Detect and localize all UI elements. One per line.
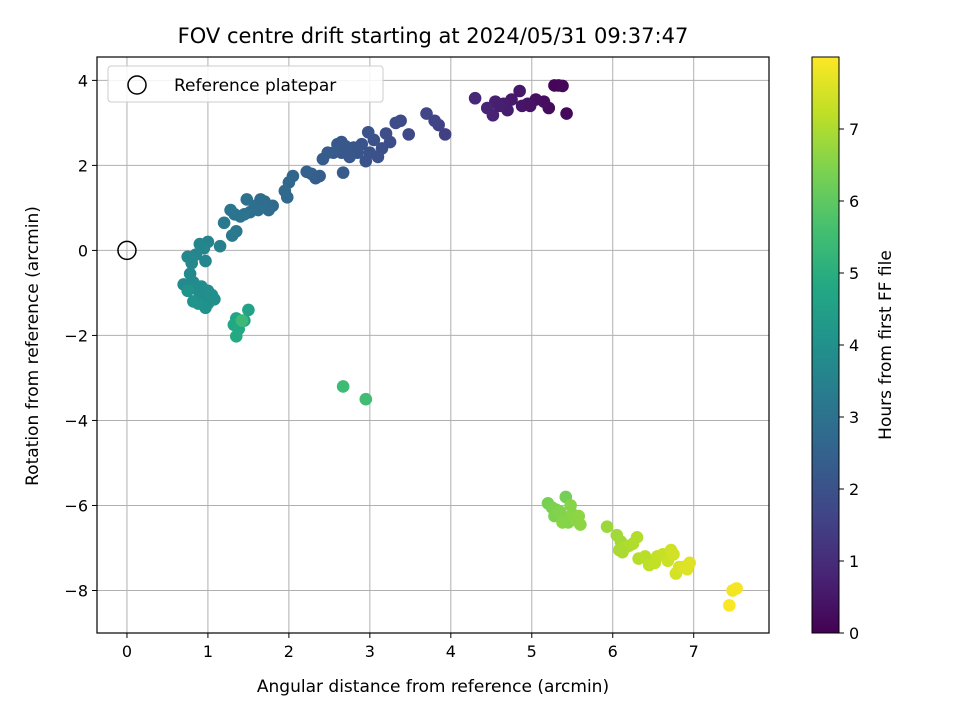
data-point xyxy=(199,254,212,268)
data-point xyxy=(316,152,330,166)
data-point xyxy=(361,125,375,139)
data-point xyxy=(493,99,506,113)
data-points xyxy=(177,79,743,612)
colorbar-tick-label: 4 xyxy=(849,336,859,355)
legend-box xyxy=(107,65,384,103)
data-point xyxy=(560,107,573,120)
colorbar-label: Hours from first FF file xyxy=(876,250,896,440)
data-point xyxy=(428,114,441,128)
data-point xyxy=(420,107,433,120)
colorbar-tick-label: 3 xyxy=(849,408,859,427)
data-point xyxy=(336,166,350,179)
colorbar-tick-label: 2 xyxy=(849,480,859,499)
x-axis-label: Angular distance from reference (arcmin) xyxy=(257,677,609,697)
data-point xyxy=(556,516,569,529)
colorbar-tick-label: 5 xyxy=(849,264,859,283)
colorbar-gradient xyxy=(811,56,840,634)
data-point xyxy=(389,116,403,130)
data-point xyxy=(572,509,586,523)
colorbar-tick-label: 1 xyxy=(849,552,859,571)
data-point xyxy=(723,599,736,612)
x-tick-label: 5 xyxy=(527,642,537,661)
y-tick-label: −2 xyxy=(64,326,88,345)
x-tick-label: 2 xyxy=(284,642,294,661)
gridlines xyxy=(97,57,769,633)
data-point xyxy=(730,582,743,595)
data-point xyxy=(468,91,482,105)
y-tick-label: −6 xyxy=(64,496,88,515)
data-point xyxy=(181,250,194,264)
data-point xyxy=(616,545,629,559)
colorbar-ticks: 0 1 2 3 4 5 6 7 xyxy=(839,120,859,643)
data-point xyxy=(336,380,350,393)
data-point xyxy=(335,135,348,149)
data-point xyxy=(600,520,614,534)
data-point xyxy=(556,79,569,93)
legend: Reference platepar xyxy=(107,65,384,103)
x-tick-label: 3 xyxy=(365,642,375,661)
data-point xyxy=(564,499,577,512)
colorbar-tick-label: 0 xyxy=(849,624,859,643)
data-point xyxy=(235,314,249,327)
x-tick-label: 4 xyxy=(446,642,456,661)
reference-point-marker xyxy=(117,240,137,261)
data-point xyxy=(513,84,526,98)
legend-marker xyxy=(127,75,147,95)
y-tick-label: 4 xyxy=(78,71,88,90)
data-point xyxy=(187,295,200,308)
data-point xyxy=(402,128,416,141)
colorbar: 0 1 2 3 4 5 6 7 Hours from first FF file xyxy=(811,56,896,643)
data-point xyxy=(278,184,292,198)
y-tick-label: −4 xyxy=(64,411,88,430)
data-point xyxy=(480,101,494,115)
data-point xyxy=(193,237,207,251)
data-point xyxy=(217,216,231,230)
data-point xyxy=(242,303,255,317)
y-tick-label: −8 xyxy=(64,581,88,600)
data-point xyxy=(300,165,313,179)
data-point xyxy=(359,392,373,406)
data-point xyxy=(254,193,267,206)
x-tick-label: 6 xyxy=(608,642,618,661)
data-point xyxy=(667,548,680,561)
data-point xyxy=(683,556,696,570)
data-point xyxy=(630,531,644,544)
data-point xyxy=(225,229,239,242)
data-point xyxy=(213,239,227,253)
y-axis-ticks: −8 −6 −4 −2 0 2 4 xyxy=(64,71,97,600)
data-point xyxy=(229,329,243,343)
data-point xyxy=(240,193,254,206)
data-point xyxy=(379,127,393,140)
data-point xyxy=(195,280,208,293)
y-tick-label: 2 xyxy=(78,156,88,175)
y-axis-label: Rotation from reference (arcmin) xyxy=(23,206,43,486)
x-axis-ticks: 0 1 2 3 4 5 6 7 xyxy=(122,633,699,661)
x-tick-label: 7 xyxy=(689,642,699,661)
data-point xyxy=(438,128,452,141)
plot-frame xyxy=(96,56,770,634)
x-tick-label: 0 xyxy=(122,642,132,661)
data-point xyxy=(523,99,537,113)
x-tick-label: 1 xyxy=(203,642,213,661)
data-point xyxy=(181,284,194,298)
legend-entry-reference: Reference platepar xyxy=(174,76,336,96)
data-point xyxy=(224,203,237,217)
plot-area xyxy=(96,56,770,634)
colorbar-tick-label: 6 xyxy=(849,192,859,211)
colorbar-tick-label: 7 xyxy=(849,120,859,139)
data-point xyxy=(359,154,373,168)
y-tick-label: 0 xyxy=(78,241,88,260)
chart-title: FOV centre drift starting at 2024/05/31 … xyxy=(178,24,689,48)
